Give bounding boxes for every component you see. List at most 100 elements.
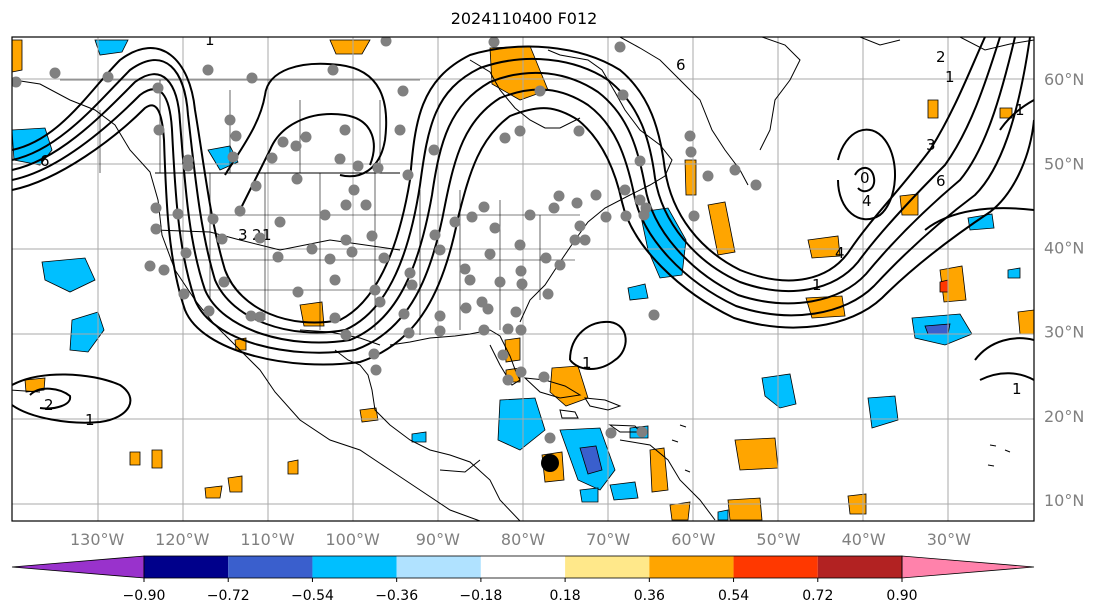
- station-dot: [516, 278, 528, 290]
- station-dot: [274, 216, 286, 228]
- station-dot: [600, 211, 612, 223]
- contour-label: 1: [205, 31, 215, 49]
- station-dot: [182, 160, 194, 172]
- latitude-label: 40°N: [1044, 238, 1084, 257]
- station-dot: [619, 184, 631, 196]
- contour-label: 1: [85, 411, 95, 429]
- station-dot: [202, 64, 214, 76]
- station-dot: [153, 124, 165, 136]
- station-dot: [230, 130, 242, 142]
- station-dot: [434, 244, 446, 256]
- shaded-field: [12, 39, 1034, 521]
- station-dot: [515, 366, 527, 378]
- station-dot: [397, 85, 409, 97]
- station-dot: [499, 132, 511, 144]
- longitude-labels: 130°W 120°W 110°W 100°W 90°W 80°W 70°W 60°W 50°W…: [70, 530, 971, 549]
- colorbar-tick-label: −0.90: [123, 588, 166, 604]
- station-dot: [494, 276, 506, 288]
- station-dot: [638, 209, 650, 221]
- contour-label: 6: [676, 56, 686, 74]
- colorbar-segment: [312, 556, 397, 578]
- longitude-label: 50°W: [756, 530, 800, 549]
- station-dot: [272, 251, 284, 263]
- station-dot: [144, 260, 156, 272]
- colorbar-tick-label: −0.72: [207, 588, 250, 604]
- station-dot: [488, 37, 500, 48]
- station-dot: [590, 189, 602, 201]
- station-dot: [319, 209, 331, 221]
- station-dot: [636, 426, 648, 438]
- station-dot: [449, 216, 461, 228]
- station-dot: [152, 82, 164, 94]
- station-dot: [404, 267, 416, 279]
- colorbar-segment: [565, 556, 650, 578]
- station-dot: [218, 276, 230, 288]
- station-dot: [684, 130, 696, 142]
- station-dot: [542, 288, 554, 300]
- station-dot: [402, 169, 414, 181]
- colorbar-tick-label: −0.36: [375, 588, 418, 604]
- station-dot: [429, 229, 441, 241]
- colorbar-segment: [817, 556, 902, 578]
- station-dot: [502, 323, 514, 335]
- contour-label: 1: [812, 276, 822, 294]
- station-dot: [250, 180, 262, 192]
- station-dot: [406, 279, 418, 291]
- station-dot: [514, 239, 526, 251]
- station-dot: [49, 67, 61, 79]
- colorbar: −0.90 −0.72 −0.54 −0.36 −0.18 0.18 0.36 0.54 0.7…: [11, 555, 1035, 604]
- contour-label: 6: [936, 172, 946, 190]
- station-dot: [464, 274, 476, 286]
- longitude-label: 130°W: [70, 530, 125, 549]
- station-dot: [254, 311, 266, 323]
- contour-lines: [12, 37, 1034, 424]
- colorbar-tick-label: 0.90: [886, 588, 917, 604]
- latitude-label: 60°N: [1044, 70, 1084, 89]
- longitude-label: 80°W: [501, 530, 545, 549]
- station-dot: [360, 199, 372, 211]
- station-dot: [648, 309, 660, 321]
- colorbar-tick-label: 0.18: [550, 588, 581, 604]
- station-dot: [688, 210, 700, 222]
- station-dot: [227, 151, 239, 163]
- station-dot: [340, 329, 352, 341]
- station-dot: [340, 199, 352, 211]
- latitude-label: 50°N: [1044, 154, 1084, 173]
- station-dot: [266, 152, 278, 164]
- station-dot: [614, 41, 626, 53]
- station-dot: [245, 310, 257, 322]
- contour-label: 6: [40, 152, 50, 170]
- station-dot: [553, 190, 565, 202]
- station-dot: [620, 210, 632, 222]
- longitude-label: 120°W: [155, 530, 210, 549]
- station-dot: [372, 162, 384, 174]
- station-dot: [290, 140, 302, 152]
- contour-label: 1: [1012, 380, 1022, 398]
- station-dot: [306, 243, 318, 255]
- station-dot: [571, 197, 583, 209]
- longitude-label: 30°W: [927, 530, 971, 549]
- station-dot: [514, 125, 526, 137]
- station-dot: [634, 194, 646, 206]
- station-dot: [544, 432, 556, 444]
- station-dot: [291, 173, 303, 185]
- station-dot: [324, 253, 336, 265]
- contour-label: 3: [926, 136, 936, 154]
- station-dot: [605, 427, 617, 439]
- colorbar-extend-min: [11, 555, 145, 579]
- station-dot: [327, 64, 339, 76]
- contour-label: 1: [582, 354, 592, 372]
- station-dot: [172, 208, 184, 220]
- station-dot: [300, 131, 312, 143]
- contour-label: 4: [835, 244, 845, 262]
- station-dot: [569, 234, 581, 246]
- longitude-label: 110°W: [240, 530, 295, 549]
- longitude-label: 40°W: [842, 530, 886, 549]
- station-markers: [12, 37, 762, 444]
- colorbar-tick-label: −0.54: [291, 588, 334, 604]
- station-dot: [515, 265, 527, 277]
- station-dot: [207, 213, 219, 225]
- station-dot: [368, 348, 380, 360]
- map-title: 2024110400 F012: [450, 9, 598, 28]
- station-dot: [515, 324, 527, 336]
